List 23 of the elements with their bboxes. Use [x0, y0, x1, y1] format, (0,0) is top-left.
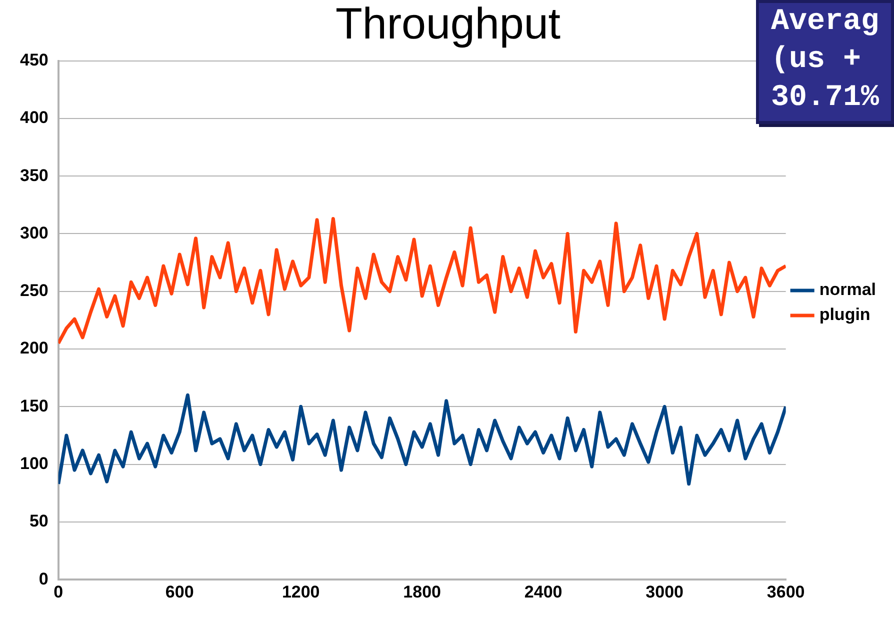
y-tick-label: 50: [29, 512, 48, 531]
x-tick-label: 3000: [646, 582, 684, 602]
y-tick-label: 400: [20, 108, 48, 128]
x-tick-label: 1200: [282, 582, 320, 602]
y-tick-label: 450: [20, 50, 48, 70]
x-tick-label: 0: [54, 582, 64, 602]
annotation: (us +: [770, 42, 862, 79]
text: Averag: [770, 4, 879, 41]
y-tick-label: 0: [38, 569, 48, 588]
legend-label: normal: [819, 280, 876, 300]
x-tick-label: 2400: [524, 582, 562, 602]
x-tick-label: 1800: [403, 582, 442, 602]
chart-title: Throughput: [335, 0, 561, 49]
legend-label: plugin: [819, 305, 870, 324]
y-tick-label: 300: [20, 223, 48, 242]
y-tick-label: 200: [20, 338, 48, 358]
y-tick-label: 100: [20, 454, 48, 473]
x-tick-label: 600: [165, 582, 194, 602]
y-tick-label: 150: [20, 396, 48, 416]
y-tick-label: 250: [20, 281, 48, 300]
y-tick-label: 350: [20, 166, 48, 185]
annotation: 30.71%: [770, 80, 879, 117]
x-tick-label: 3600: [766, 582, 805, 602]
